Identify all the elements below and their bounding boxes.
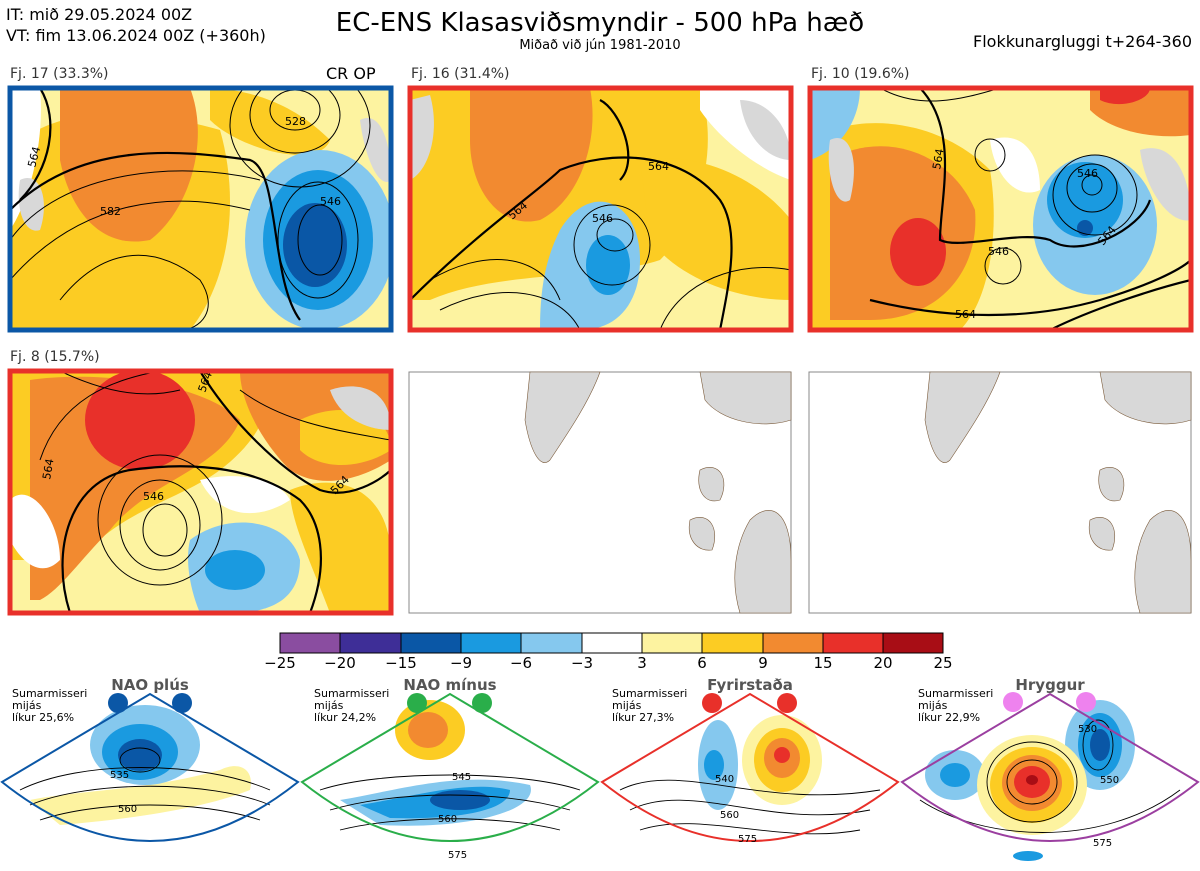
climate-note-nao-plus: Sumarmisseri mijás líkur 25,6% [12,687,88,724]
colorbar-tick: −3 [570,654,594,672]
climate-map-blocking[interactable]: 540 560 575 [600,692,900,845]
panel-1-tag: CR OP [326,64,376,83]
contour-label: 582 [100,205,121,218]
climate-name-nao-minus: NAO mínus [403,676,497,694]
cluster-map-3[interactable]: 564 546 546 564 564 [810,88,1191,330]
contour-label: 528 [285,115,306,128]
panel-1-label: Fj. 17 (33.3%) [10,66,109,82]
contour-label: 530 [1078,724,1097,735]
colorbar-tick: −20 [324,654,356,672]
contour-label: 564 [955,308,976,321]
page-title: EC-ENS Klasasviðsmyndir - 500 hPa hæð [335,8,865,38]
climate-name-nao-plus: NAO plús [111,676,189,694]
contour-label: 560 [118,804,137,815]
colorbar-tick: 3 [637,654,647,672]
cluster-map-4[interactable]: 564 546 564 564 [10,370,391,613]
contour-label: 546 [320,195,341,208]
panel-2-label: Fj. 16 (31.4%) [411,66,510,82]
cluster-map-2[interactable]: 564 564 546 [410,88,791,330]
panel-4-frame [7,368,394,616]
colorbar-tick: −9 [449,654,473,672]
contour-label: 564 [40,458,56,481]
contour-label: 564 [25,145,43,169]
climate-name-blocking: Fyrirstaða [707,676,793,694]
contour-label: 560 [438,814,457,825]
climate-note-ridge: Sumarmisseri mijás líkur 22,9% [918,687,994,724]
contour-label: 575 [448,850,467,861]
colorbar-tick: 6 [697,654,707,672]
cluster-map-5 [408,371,792,614]
contour-label: 564 [648,160,669,173]
colorbar-tick: 20 [873,654,893,672]
climate-map-ridge[interactable]: 530 550 575 [900,692,1200,861]
contour-label: 546 [1077,167,1098,180]
contour-label: 575 [738,834,757,845]
contour-label: 540 [715,774,734,785]
cluster-map-1[interactable]: 564 582 546 528 [10,63,395,330]
climate-note-nao-minus: Sumarmisseri mijás líkur 24,2% [314,687,390,724]
init-time: IT: mið 29.05.2024 00Z [6,5,193,24]
contour-label: 546 [592,212,613,225]
contour-label: 560 [720,810,739,821]
climate-map-nao-plus[interactable]: 535 560 [0,692,300,842]
contour-label: 564 [930,148,946,171]
panel-3-label: Fj. 10 (19.6%) [811,66,910,82]
contour-label: 546 [988,245,1009,258]
panel-2-frame [407,85,794,333]
header-dates: IT: mið 29.05.2024 00Z VT: fim 13.06.202… [6,4,266,46]
climate-note-blocking: Sumarmisseri mijás líkur 27,3% [612,687,688,724]
colorbar-tick: −15 [385,654,417,672]
colorbar-tick: 25 [933,654,953,672]
page-subtitle: Miðað við jún 1981-2010 [519,38,681,53]
valid-time: VT: fim 13.06.2024 00Z (+360h) [6,26,266,45]
contour-label: 575 [1093,838,1112,849]
colorbar-tick: 15 [813,654,833,672]
contour-label: 550 [1100,775,1119,786]
contour-label: 535 [110,770,129,781]
panel-1-frame [7,85,394,333]
contour-label: 545 [452,772,471,783]
climate-map-nao-minus[interactable]: 545 560 575 [300,692,600,861]
colorbar-tick: −6 [509,654,533,672]
cluster-map-6 [808,371,1192,614]
panel-3-frame [807,85,1194,333]
colorbar [279,632,944,654]
climate-name-ridge: Hryggur [1015,676,1085,694]
clustering-window: Flokkunargluggi t+264-360 [973,32,1192,51]
colorbar-tick: −25 [264,654,296,672]
panel-4-label: Fj. 8 (15.7%) [10,349,100,365]
colorbar-tick: 9 [758,654,768,672]
contour-label: 546 [143,490,164,503]
